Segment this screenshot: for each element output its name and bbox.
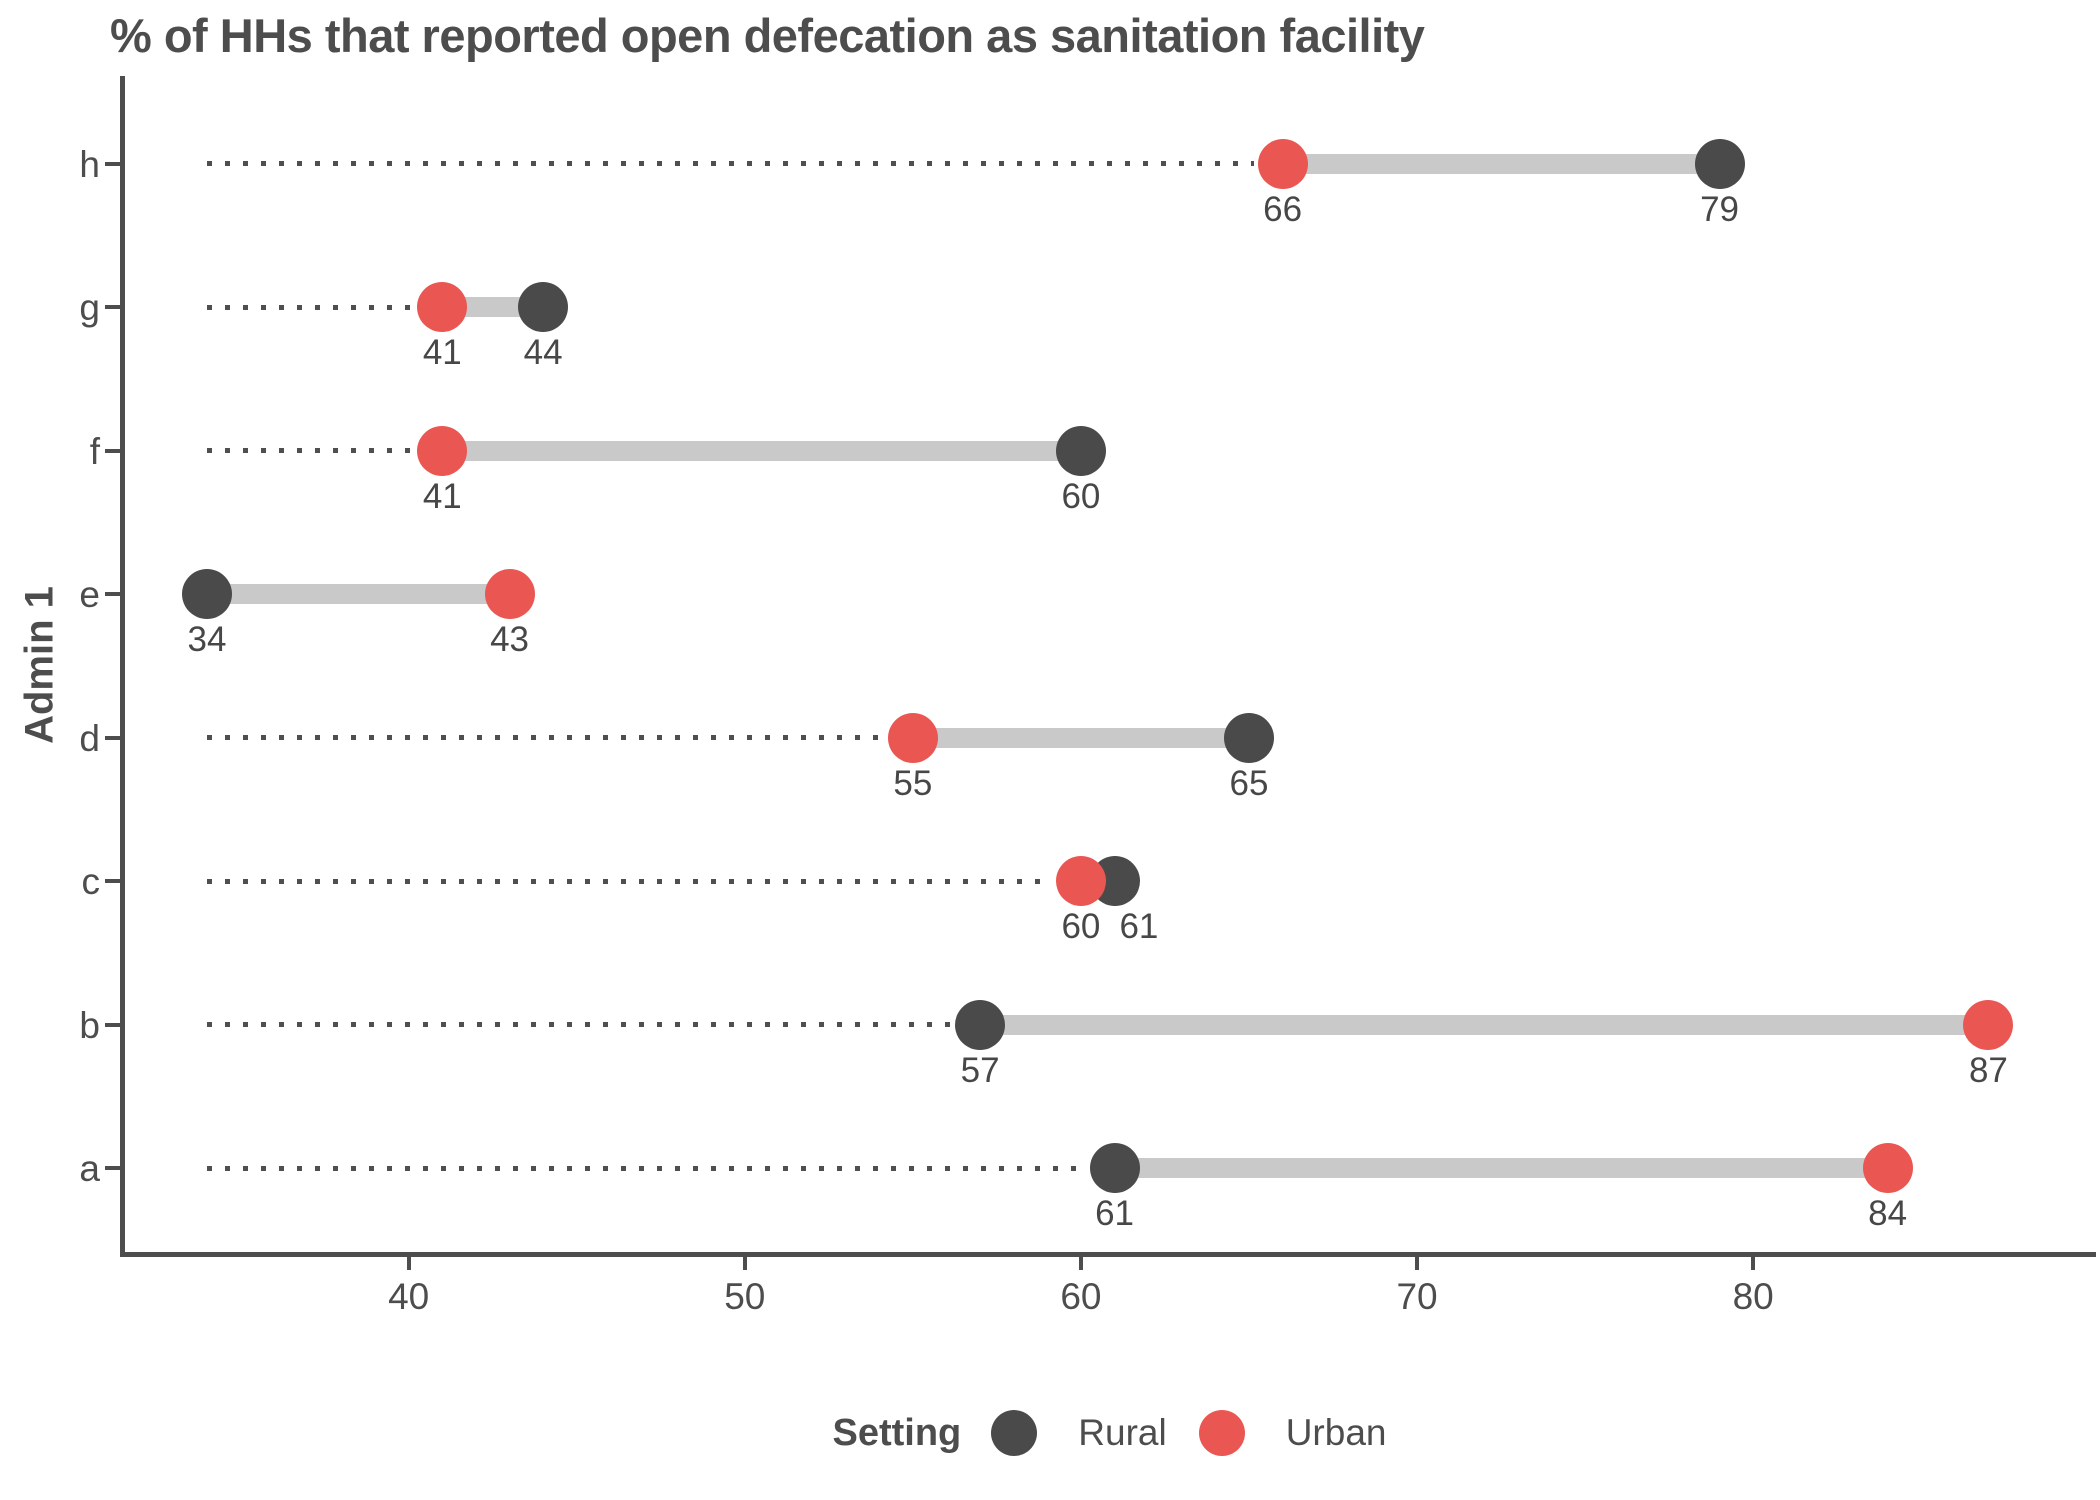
legend-item-rural: Rural [991, 1410, 1167, 1456]
connector-bar [207, 584, 510, 604]
x-axis-tick [406, 1257, 411, 1270]
leader-line [207, 1165, 1086, 1171]
leader-line [207, 1022, 952, 1027]
urban-point [417, 282, 468, 332]
legend: Setting Rural Urban [123, 1398, 2096, 1468]
category-tick-label: d [79, 717, 100, 759]
rural-value-label: 34 [187, 620, 227, 659]
rural-point [182, 569, 233, 619]
x-axis-tick [742, 1257, 747, 1270]
rural-point [955, 999, 1006, 1050]
connector-bar [1282, 153, 1720, 174]
legend-items: Rural Urban [991, 1410, 1386, 1456]
leader-line [207, 161, 1254, 166]
category-tick-label: h [79, 143, 100, 185]
urban-value-label: 41 [422, 476, 462, 516]
chart-title: % of HHs that reported open defecation a… [110, 9, 1425, 62]
connector-bar [442, 297, 544, 317]
leader-line [207, 878, 1052, 884]
x-tick-label: 60 [1060, 1276, 1102, 1317]
urban-value-label: 43 [490, 620, 529, 659]
y-axis-tick [105, 1022, 121, 1027]
connector-bar [442, 440, 1081, 461]
x-axis-line [120, 1252, 2096, 1257]
rural-value-label: 61 [1095, 1194, 1134, 1233]
urban-value-label: 84 [1868, 1194, 1908, 1233]
x-axis-tick [1078, 1257, 1083, 1270]
y-axis-tick [105, 879, 121, 883]
connector-bar [1114, 1158, 1888, 1178]
legend-item-urban: Urban [1198, 1410, 1387, 1456]
rural-point [1055, 425, 1106, 476]
urban-point [1963, 999, 2014, 1050]
leader-line [207, 735, 884, 740]
x-axis-tick [1751, 1257, 1756, 1270]
legend-label-rural: Rural [1078, 1412, 1167, 1453]
urban-value-label: 87 [1968, 1050, 2008, 1090]
y-axis-tick [105, 305, 121, 309]
rural-point [518, 282, 569, 332]
legend-label-urban: Urban [1285, 1412, 1387, 1453]
rural-value-label: 79 [1700, 189, 1740, 229]
urban-point [887, 712, 938, 763]
y-axis-tick [105, 735, 121, 740]
x-tick-label: 70 [1396, 1276, 1438, 1317]
rural-point [1089, 1143, 1140, 1193]
category-tick-label: f [89, 430, 100, 472]
x-tick-label: 40 [388, 1276, 430, 1317]
urban-point [1055, 856, 1106, 906]
connector-bar [980, 1014, 1989, 1035]
y-axis-tick [105, 1166, 121, 1170]
category-tick-label: a [79, 1148, 100, 1189]
legend-swatch-rural-icon [991, 1410, 1038, 1456]
urban-point [417, 425, 468, 476]
category-tick-label: c [81, 861, 101, 902]
category-tick-label: g [79, 287, 100, 328]
x-tick-label: 80 [1732, 1276, 1774, 1317]
rural-point [1223, 712, 1274, 763]
rural-value-label: 60 [1061, 476, 1101, 516]
rural-value-label: 65 [1229, 763, 1269, 803]
leader-line [207, 304, 414, 310]
urban-point [1257, 138, 1308, 189]
category-tick-label: e [79, 574, 100, 615]
legend-title: Setting [832, 1411, 962, 1454]
rural-value-label: 61 [1119, 907, 1159, 946]
urban-value-label: 55 [893, 763, 933, 803]
urban-value-label: 41 [422, 333, 462, 372]
rural-value-label: 44 [523, 333, 563, 372]
rural-point [1694, 138, 1745, 189]
urban-point [1862, 1143, 1913, 1193]
urban-value-label: 60 [1061, 907, 1101, 946]
y-axis-tick [105, 161, 121, 166]
rural-value-label: 57 [960, 1050, 1000, 1090]
y-axis-tick [105, 592, 121, 596]
leader-line [207, 448, 414, 453]
x-axis-tick [1415, 1257, 1420, 1270]
urban-point [484, 569, 535, 619]
connector-bar [912, 727, 1249, 748]
category-tick-label: b [79, 1004, 100, 1046]
legend-swatch-urban-icon [1198, 1410, 1245, 1456]
urban-value-label: 66 [1263, 189, 1303, 229]
y-axis-line [120, 76, 125, 1257]
x-tick-label: 50 [724, 1276, 766, 1317]
y-axis-tick [105, 448, 121, 453]
